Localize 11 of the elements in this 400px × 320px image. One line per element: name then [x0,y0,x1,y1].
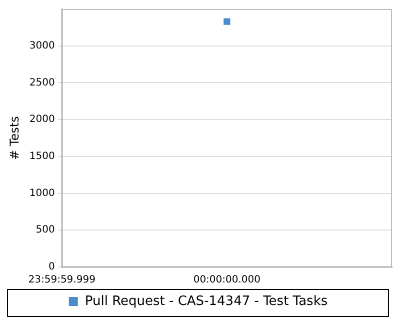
y-tick-label: 2500 [29,77,55,88]
x-tick-label: 00:00:00.000 [193,274,261,286]
y-tick-label: 0 [48,262,55,273]
legend-label: Pull Request - CAS-14347 - Test Tasks [84,294,328,309]
y-axis-title: # Tests [7,116,22,160]
y-tick-label: 2000 [29,114,55,126]
y-tick-label: 500 [36,224,55,236]
y-tick-label: 1500 [29,151,55,162]
x-tick-label: 23:59:59.999 [28,274,96,286]
y-tick-label: 3000 [29,40,55,52]
y-tick-label: 1000 [29,188,55,199]
